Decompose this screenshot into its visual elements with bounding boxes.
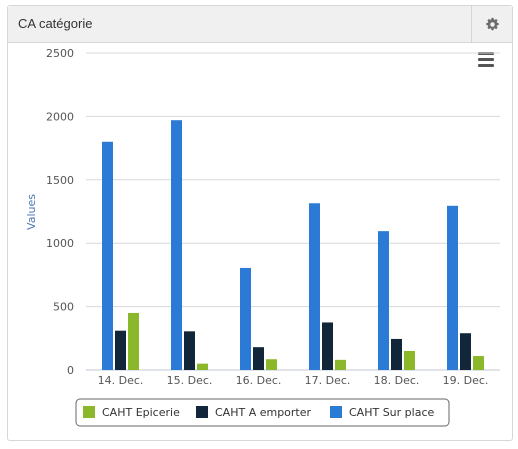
hamburger-menu-icon (476, 52, 496, 67)
panel-header: CA catégorie (8, 6, 512, 43)
chart-panel: CA catégorie (7, 5, 513, 441)
panel-title: CA catégorie (18, 16, 93, 31)
gear-icon (485, 17, 499, 30)
chart-menu-button[interactable] (476, 52, 496, 70)
settings-button[interactable] (471, 6, 512, 42)
